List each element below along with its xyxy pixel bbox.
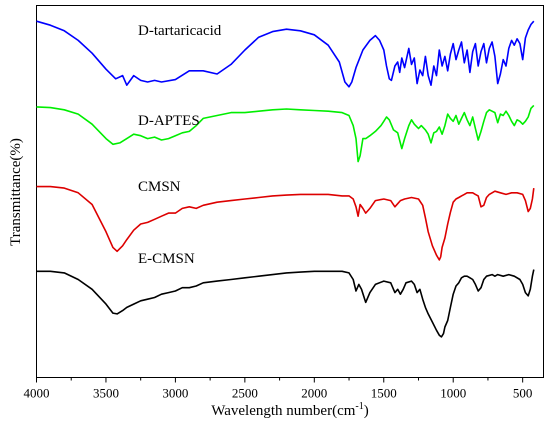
x-axis-title-end: ) — [364, 403, 369, 419]
series-label: D-tartaricacid — [138, 23, 222, 39]
x-tick-label: 1000 — [440, 386, 466, 401]
x-tick-label: 500 — [513, 386, 533, 401]
x-axis-ticks: 4000 3500 3000 2500 2000 1500 1000 500 — [24, 377, 533, 401]
x-axis-title: Wavelength number(cm-1) — [211, 401, 369, 419]
series-label: D-APTES — [138, 113, 200, 129]
y-axis-title: Transmittance(%) — [8, 138, 24, 246]
x-tick-label: 3000 — [162, 386, 188, 401]
x-tick-label: 1500 — [371, 386, 397, 401]
series-line-e-cmsn — [36, 269, 535, 338]
series-line-cmsn — [36, 185, 535, 261]
series-line-d-tartaricacid — [36, 20, 535, 88]
series-label: CMSN — [138, 179, 181, 195]
x-tick-label: 3500 — [93, 386, 119, 401]
x-tick-label: 2500 — [232, 386, 258, 401]
plot-frame — [36, 5, 544, 378]
x-tick-label: 2000 — [301, 386, 327, 401]
series-labels: D-tartaricacid D-APTES CMSN E-CMSN — [138, 23, 222, 267]
x-axis-title-text: Wavelength number(cm — [211, 403, 355, 419]
x-axis-title-superscript: -1 — [355, 401, 363, 412]
spectra-lines — [36, 20, 535, 338]
x-tick-label: 4000 — [24, 386, 50, 401]
series-line-d-aptes — [36, 104, 535, 163]
series-label: E-CMSN — [138, 251, 195, 267]
